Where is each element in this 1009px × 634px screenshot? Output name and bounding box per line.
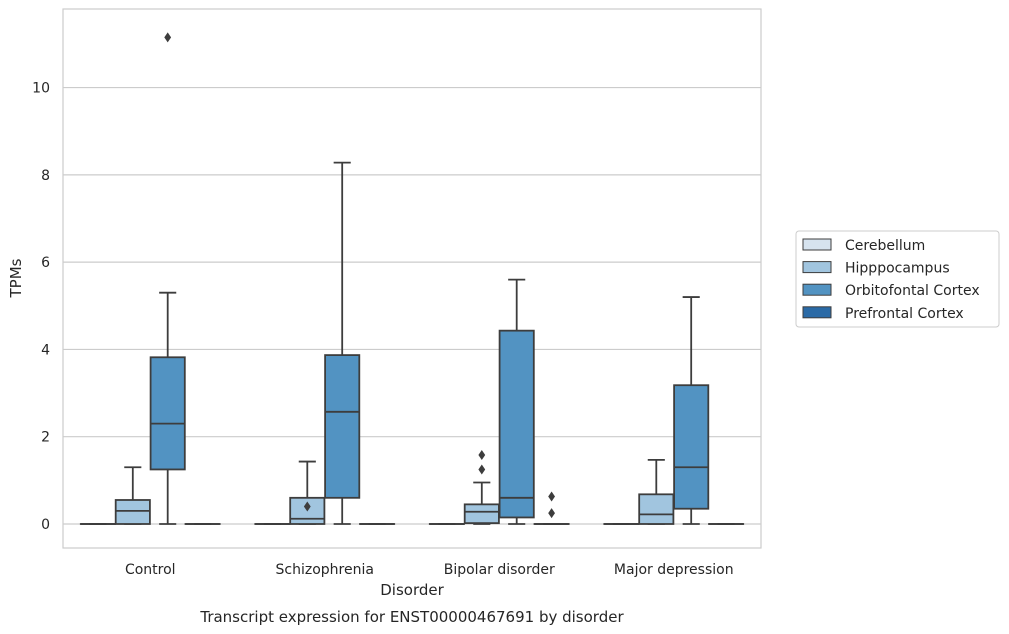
x-tick-label: Control bbox=[125, 562, 176, 578]
outlier-point bbox=[478, 464, 486, 475]
y-tick-label: 8 bbox=[41, 168, 50, 184]
outlier-point bbox=[303, 501, 311, 512]
legend-label: Hipppocampus bbox=[845, 261, 950, 277]
box-major-depression-hipppocampus bbox=[638, 458, 675, 525]
box-iqr bbox=[114, 499, 151, 525]
y-tick-label: 0 bbox=[41, 517, 50, 533]
outlier-point bbox=[164, 32, 172, 43]
box-bipolar-disorder-prefrontal-cortex bbox=[533, 491, 570, 525]
legend-item: Hipppocampus bbox=[802, 261, 950, 277]
legend-label: Cerebellum bbox=[845, 238, 925, 254]
box-bipolar-disorder-orbitofontal-cortex bbox=[498, 278, 535, 525]
box-major-depression-orbitofontal-cortex bbox=[673, 296, 710, 525]
chart-caption: Transcript expression for ENST0000046769… bbox=[199, 608, 624, 626]
legend: Cerebellum Hipppocampus Orbitofontal Corte… bbox=[795, 230, 1000, 328]
x-tick-label: Schizophrenia bbox=[276, 562, 374, 578]
box-iqr bbox=[324, 354, 361, 499]
box-bipolar-disorder-hipppocampus bbox=[463, 450, 500, 525]
y-tick-label: 10 bbox=[32, 81, 50, 97]
box-iqr bbox=[149, 356, 186, 471]
y-axis-ticks: 0 2 4 6 8 10 bbox=[32, 81, 50, 533]
legend-swatch bbox=[802, 306, 832, 319]
box-schizophrenia-hipppocampus bbox=[289, 460, 326, 525]
x-axis-ticks: Control Schizophrenia Bipolar disorder Majo… bbox=[125, 562, 734, 578]
y-tick-label: 2 bbox=[41, 430, 50, 446]
outlier-point bbox=[548, 508, 555, 519]
x-tick-label: Bipolar disorder bbox=[444, 562, 555, 578]
box-control-hipppocampus bbox=[114, 466, 151, 525]
legend-frame bbox=[795, 230, 1000, 328]
legend-swatch bbox=[802, 283, 832, 296]
legend-item: Cerebellum bbox=[802, 238, 925, 254]
box-groups bbox=[79, 32, 745, 525]
legend-swatch bbox=[802, 261, 832, 274]
plot-frame bbox=[62, 8, 762, 549]
box-control-orbitofontal-cortex bbox=[149, 32, 186, 525]
x-axis-label: Disorder bbox=[380, 581, 444, 599]
legend-label: Orbitofontal Cortex bbox=[845, 283, 980, 299]
outlier-point bbox=[548, 491, 555, 502]
box-iqr bbox=[638, 493, 675, 525]
box-iqr bbox=[673, 384, 710, 510]
y-tick-label: 4 bbox=[41, 342, 50, 358]
legend-swatch bbox=[802, 238, 832, 251]
box-schizophrenia-orbitofontal-cortex bbox=[324, 161, 361, 525]
legend-item: Orbitofontal Cortex bbox=[802, 283, 980, 299]
outlier-point bbox=[478, 450, 486, 461]
legend-label: Prefrontal Cortex bbox=[845, 306, 964, 322]
y-tick-label: 6 bbox=[41, 255, 50, 271]
box-iqr bbox=[463, 503, 500, 525]
legend-item: Prefrontal Cortex bbox=[802, 306, 964, 322]
box-iqr bbox=[498, 329, 535, 519]
x-tick-label: Major depression bbox=[614, 562, 734, 578]
y-axis-label: TPMs bbox=[7, 258, 25, 298]
